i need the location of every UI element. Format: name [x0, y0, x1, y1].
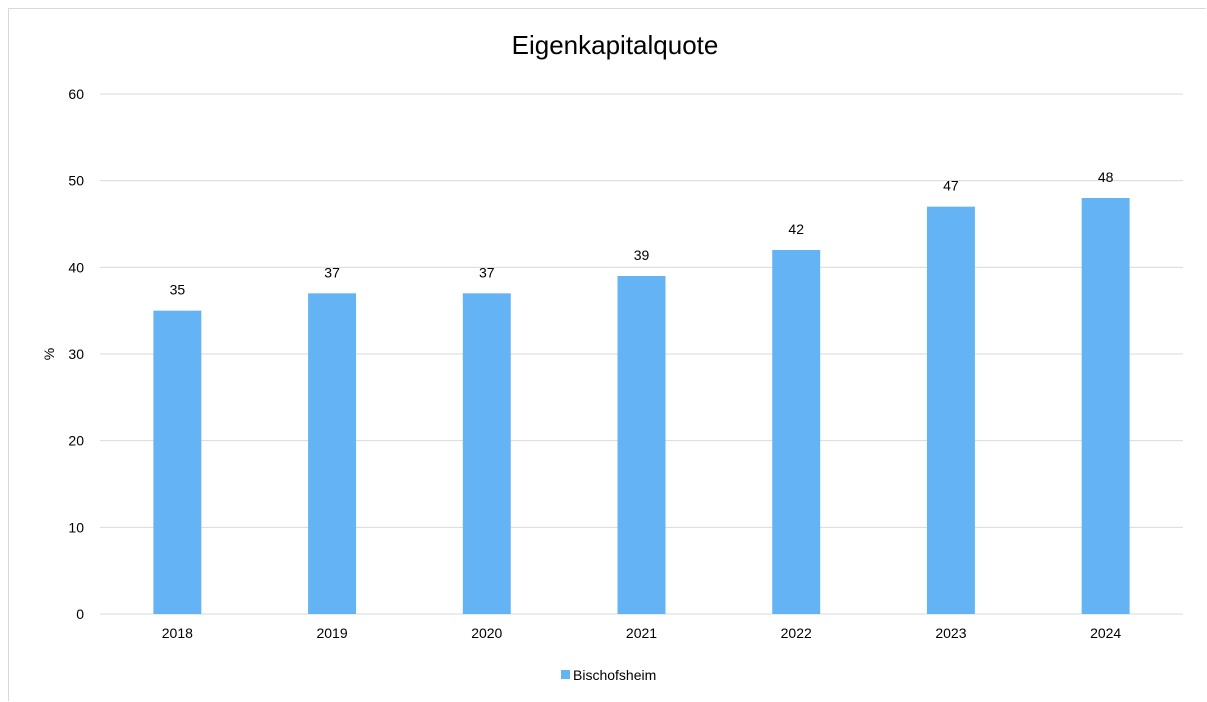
- y-tick-label: 40: [68, 259, 84, 275]
- bar: [772, 250, 821, 614]
- data-label: 39: [634, 247, 650, 263]
- data-label: 42: [788, 221, 804, 237]
- data-labels: 35 37 37 39 42 47 48: [170, 169, 1114, 298]
- data-label: 48: [1098, 169, 1114, 185]
- x-tick-label: 2019: [316, 625, 347, 641]
- x-tick-label: 2018: [162, 625, 193, 641]
- x-tick-label: 2020: [471, 625, 502, 641]
- data-label: 37: [479, 264, 495, 280]
- chart-title: Eigenkapitalquote: [512, 30, 719, 60]
- bar: [308, 293, 357, 614]
- bar: [462, 293, 511, 614]
- data-label: 35: [170, 282, 186, 298]
- x-tick-label: 2022: [781, 625, 812, 641]
- x-tick-label: 2024: [1090, 625, 1121, 641]
- y-tick-label: 60: [68, 86, 84, 102]
- y-axis-label: %: [41, 348, 57, 360]
- x-axis-ticks: 2018 2019 2020 2021 2022 2023 2024: [162, 625, 1122, 641]
- bar: [926, 206, 975, 614]
- legend: Bischofsheim: [561, 667, 656, 683]
- y-axis-ticks: 0 10 20 30 40 50 60: [68, 86, 84, 622]
- y-tick-label: 0: [76, 606, 84, 622]
- bars: [153, 198, 1130, 614]
- bar: [153, 310, 202, 614]
- data-label: 47: [943, 178, 959, 194]
- legend-label: Bischofsheim: [573, 667, 656, 683]
- x-tick-label: 2023: [935, 625, 966, 641]
- y-tick-label: 50: [68, 173, 84, 189]
- y-tick-label: 10: [68, 519, 84, 535]
- bar: [617, 276, 666, 614]
- y-tick-label: 30: [68, 346, 84, 362]
- data-label: 37: [324, 264, 340, 280]
- legend-swatch: [561, 670, 570, 679]
- x-tick-label: 2021: [626, 625, 657, 641]
- bar: [1081, 198, 1130, 614]
- y-tick-label: 20: [68, 433, 84, 449]
